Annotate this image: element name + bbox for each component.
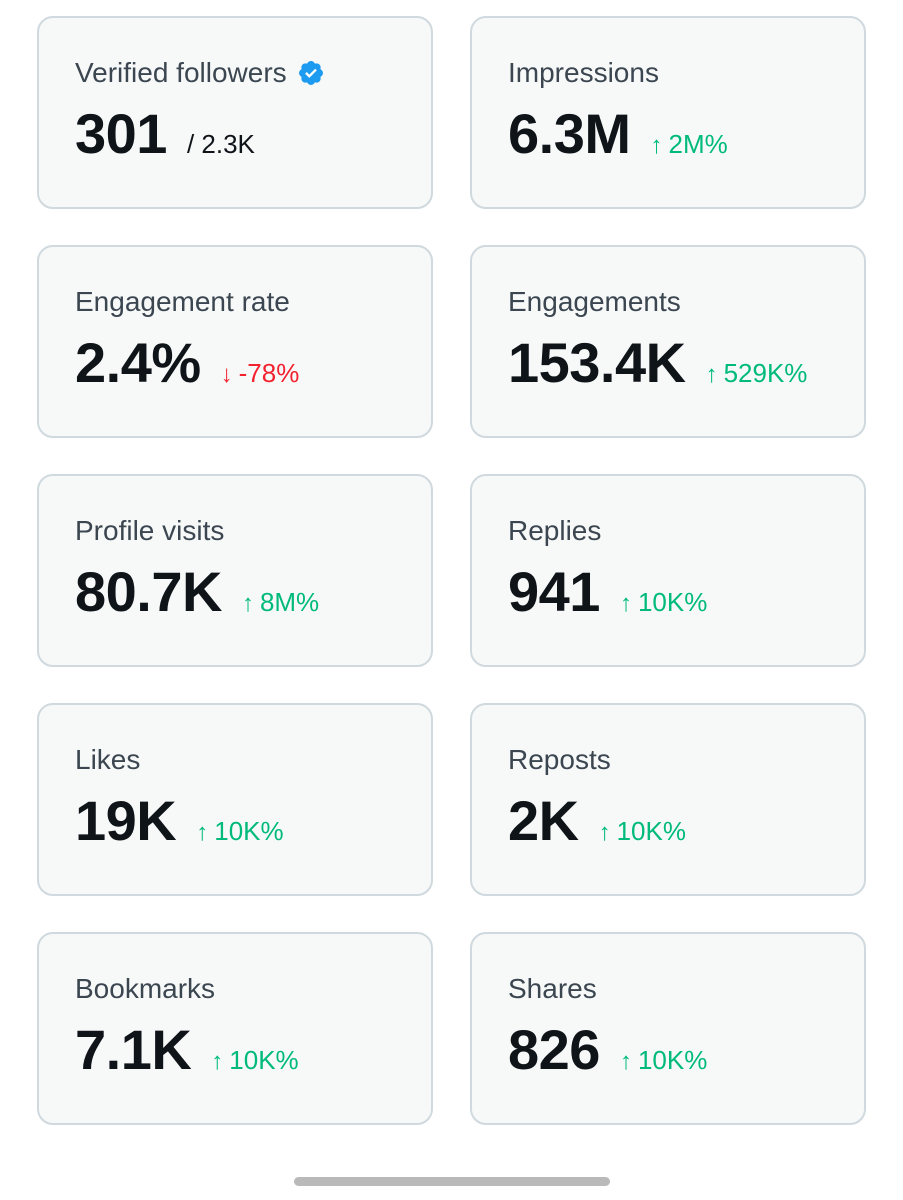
change-indicator: ↑ 8M% — [242, 587, 319, 618]
card-value-row: 941 ↑ 10K% — [508, 560, 864, 624]
card-value-row: 6.3M ↑ 2M% — [508, 102, 864, 166]
card-profile-visits[interactable]: Profile visits 80.7K ↑ 8M% — [37, 474, 433, 667]
change-value: 10K% — [229, 1045, 299, 1075]
card-value-row: 2.4% ↓ -78% — [75, 331, 431, 395]
arrow-up-icon: ↑ — [650, 132, 663, 159]
card-reposts[interactable]: Reposts 2K ↑ 10K% — [470, 703, 866, 896]
change-indicator: ↑ 10K% — [620, 1045, 707, 1076]
card-value: 6.3M — [508, 102, 631, 165]
card-value-row: 7.1K ↑ 10K% — [75, 1018, 431, 1082]
card-impressions[interactable]: Impressions 6.3M ↑ 2M% — [470, 16, 866, 209]
card-likes[interactable]: Likes 19K ↑ 10K% — [37, 703, 433, 896]
card-label: Likes — [75, 744, 141, 775]
card-engagements[interactable]: Engagements 153.4K ↑ 529K% — [470, 245, 866, 438]
arrow-down-icon: ↓ — [220, 361, 233, 388]
card-value: 2.4% — [75, 331, 201, 394]
card-value-row: 2K ↑ 10K% — [508, 789, 864, 853]
card-label: Profile visits — [75, 515, 225, 546]
card-value-row: 301 / 2.3K — [75, 102, 431, 166]
arrow-up-icon: ↑ — [619, 590, 632, 617]
change-indicator: ↑ 10K% — [211, 1045, 298, 1076]
card-label: Reposts — [508, 744, 611, 775]
change-indicator: ↑ 2M% — [651, 129, 728, 160]
change-value: 10K% — [637, 587, 708, 617]
arrow-up-icon: ↑ — [196, 819, 209, 846]
card-value: 826 — [508, 1018, 600, 1081]
change-value: -78% — [238, 358, 300, 388]
change-value: 10K% — [616, 816, 686, 846]
card-label: Impressions — [508, 57, 659, 88]
change-indicator: ↑ 10K% — [599, 816, 686, 847]
change-value: 8M% — [259, 587, 320, 617]
arrow-up-icon: ↑ — [598, 819, 611, 846]
card-verified-followers[interactable]: Verified followers 301 / 2.3K — [37, 16, 433, 209]
change-indicator: ↑ 529K% — [706, 358, 808, 389]
card-replies[interactable]: Replies 941 ↑ 10K% — [470, 474, 866, 667]
arrow-up-icon: ↑ — [241, 590, 254, 617]
analytics-grid: Verified followers 301 / 2.3K Impression… — [37, 16, 866, 1125]
card-bookmarks[interactable]: Bookmarks 7.1K ↑ 10K% — [37, 932, 433, 1125]
card-value: 19K — [75, 789, 177, 852]
change-indicator: ↑ 10K% — [620, 587, 707, 618]
change-value: 10K% — [214, 816, 284, 846]
card-label: Verified followers — [75, 56, 431, 90]
change-value: 2M% — [668, 129, 728, 159]
card-value-row: 153.4K ↑ 529K% — [508, 331, 864, 395]
card-value: 80.7K — [75, 560, 222, 623]
card-value-row: 19K ↑ 10K% — [75, 789, 431, 853]
card-value: 941 — [508, 560, 600, 623]
arrow-up-icon: ↑ — [211, 1048, 224, 1075]
card-label: Bookmarks — [75, 973, 216, 1004]
change-indicator: ↑ 10K% — [196, 816, 283, 847]
home-indicator-bar[interactable] — [294, 1177, 610, 1186]
card-value: 7.1K — [75, 1018, 192, 1081]
card-value: 301 — [75, 102, 167, 165]
card-total: / 2.3K — [186, 129, 255, 159]
change-value: 529K% — [723, 358, 808, 388]
card-label: Replies — [508, 515, 602, 546]
card-value-row: 826 ↑ 10K% — [508, 1018, 864, 1082]
card-value: 153.4K — [508, 331, 686, 394]
verified-badge-icon — [297, 59, 325, 87]
card-label: Engagements — [508, 286, 681, 317]
change-value: 10K% — [637, 1045, 708, 1075]
card-shares[interactable]: Shares 826 ↑ 10K% — [470, 932, 866, 1125]
card-label-text: Verified followers — [75, 57, 287, 88]
card-label: Engagement rate — [75, 286, 290, 317]
arrow-up-icon: ↑ — [705, 361, 718, 388]
card-value: 2K — [508, 789, 579, 852]
change-indicator: ↓ -78% — [221, 358, 300, 389]
arrow-up-icon: ↑ — [619, 1048, 632, 1075]
card-value-row: 80.7K ↑ 8M% — [75, 560, 431, 624]
card-label: Shares — [508, 973, 597, 1004]
card-engagement-rate[interactable]: Engagement rate 2.4% ↓ -78% — [37, 245, 433, 438]
